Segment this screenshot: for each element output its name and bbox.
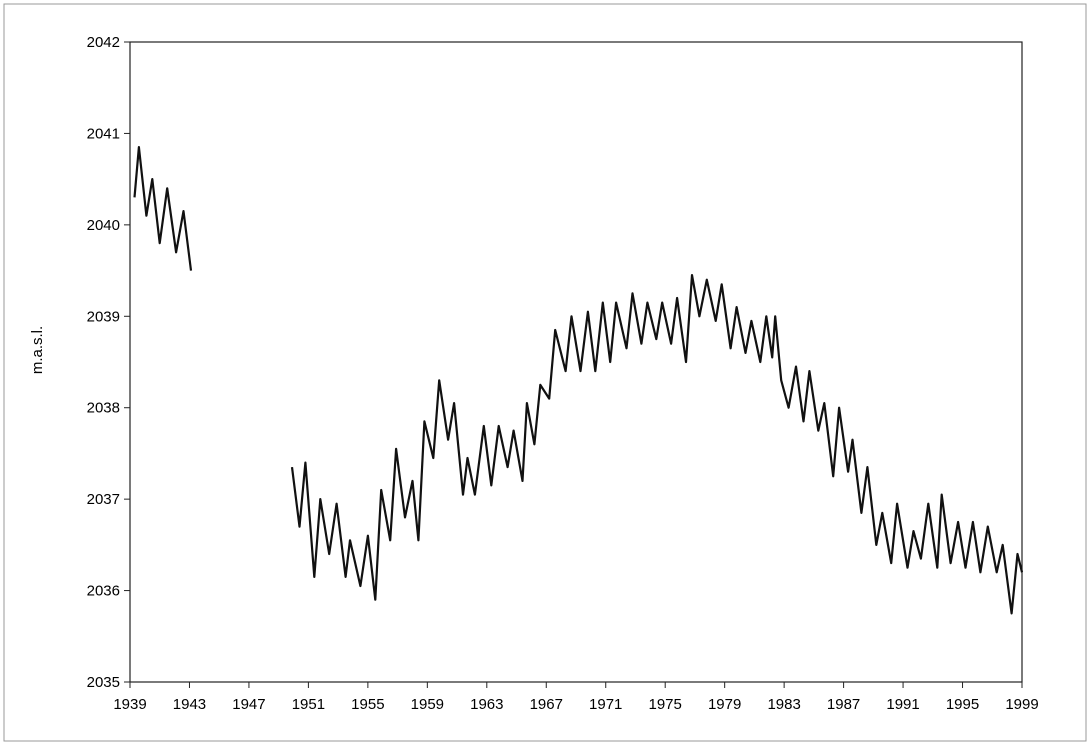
x-tick-label: 1983 <box>767 696 800 713</box>
x-tick-label: 1955 <box>351 696 384 713</box>
data-line <box>133 146 1024 615</box>
y-tick-label: 2041 <box>87 125 120 142</box>
x-tick-label: 1971 <box>589 696 622 713</box>
chart-frame <box>3 3 1087 742</box>
x-tick-label: 1995 <box>946 696 979 713</box>
plot-frame <box>129 41 1023 683</box>
x-tick-label: 1963 <box>470 696 503 713</box>
y-tick-label: 2036 <box>87 583 120 600</box>
x-tick-label: 1947 <box>232 696 265 713</box>
x-tick-label: 1987 <box>827 696 860 713</box>
y-axis-label: m.a.s.l. <box>29 326 46 374</box>
x-tick-label: 1939 <box>113 696 146 713</box>
x-tick-label: 1943 <box>173 696 206 713</box>
x-tick-label: 1951 <box>292 696 325 713</box>
x-tick-label: 1975 <box>649 696 682 713</box>
x-tick-label: 1959 <box>411 696 444 713</box>
y-tick-label: 2037 <box>87 491 120 508</box>
y-tick-label: 2039 <box>87 308 120 325</box>
x-tick-label: 1991 <box>886 696 919 713</box>
y-tick-label: 2038 <box>87 400 120 417</box>
y-tick-label: 2035 <box>87 674 120 691</box>
y-tick-label: 2040 <box>87 217 120 234</box>
x-tick-label: 1979 <box>708 696 741 713</box>
x-tick-label: 1999 <box>1005 696 1038 713</box>
y-tick-label: 2042 <box>87 34 120 51</box>
x-tick-label: 1967 <box>530 696 563 713</box>
